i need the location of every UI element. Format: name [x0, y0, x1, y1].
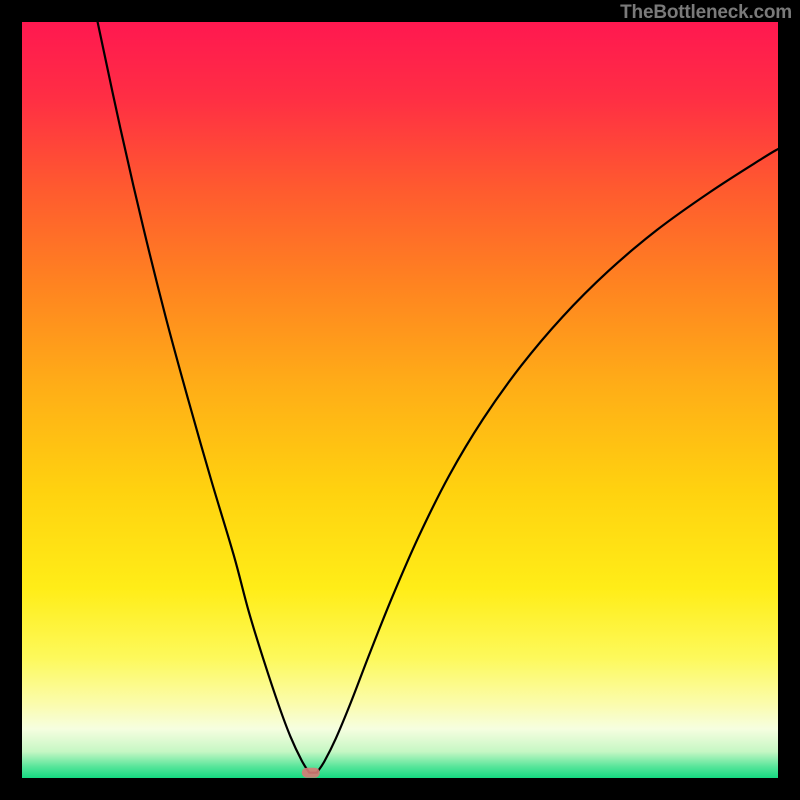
bottleneck-chart-svg [0, 0, 800, 800]
plot-area [22, 22, 778, 778]
optimal-point-marker [302, 768, 320, 778]
chart-stage: TheBottleneck.com [0, 0, 800, 800]
